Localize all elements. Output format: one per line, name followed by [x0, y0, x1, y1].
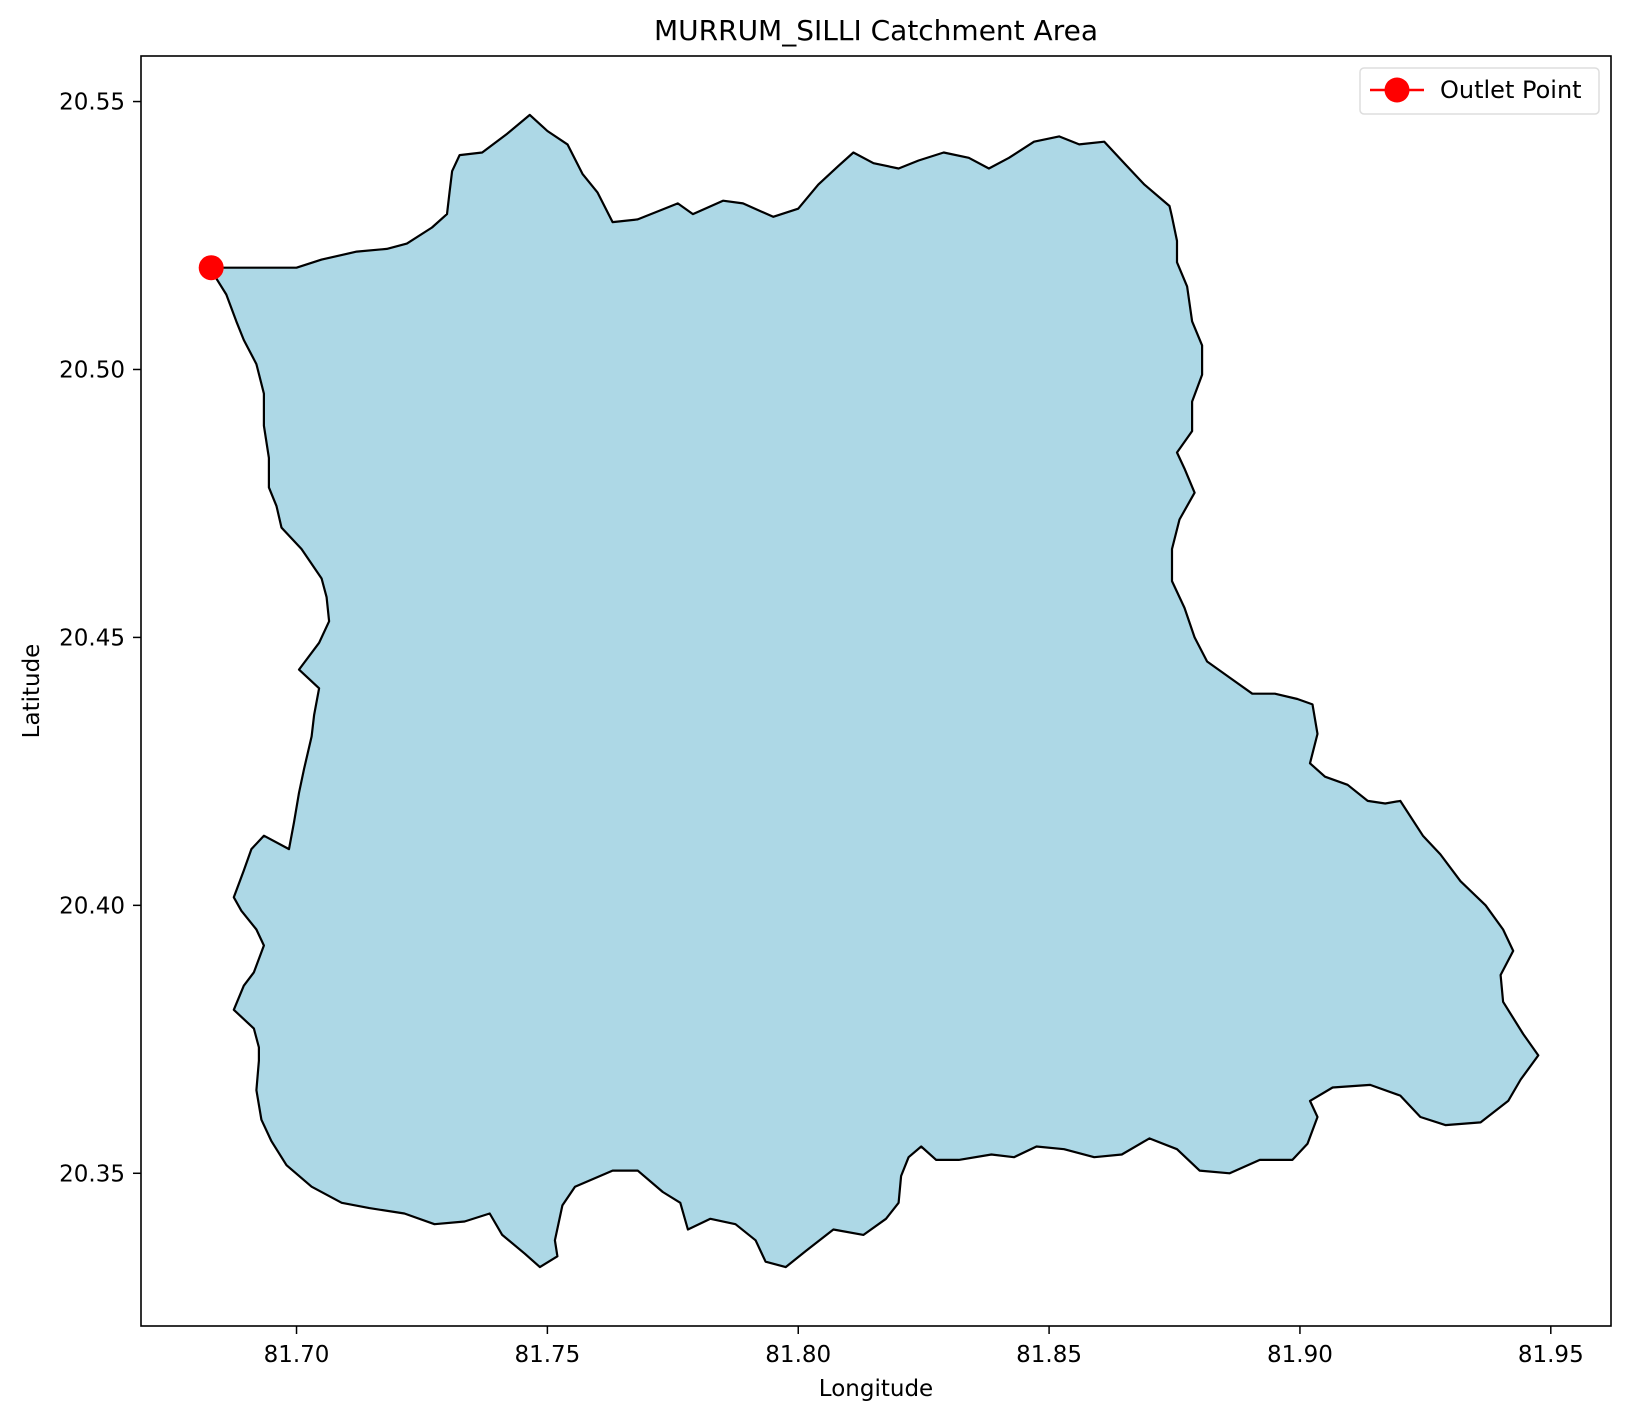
x-tick-label: 81.95: [1518, 1342, 1584, 1368]
y-axis-label: Latitude: [19, 644, 45, 739]
y-axis-ticks: 20.35 20.40 20.45 20.50 20.55: [59, 90, 141, 1187]
y-tick-label: 20.40: [59, 893, 125, 919]
plot-area: [210, 113, 1540, 1269]
x-tick-label: 81.75: [514, 1342, 580, 1368]
outlet-point-marker: [198, 255, 224, 281]
y-tick-label: 20.45: [59, 625, 125, 651]
outlet-layer: [198, 255, 224, 281]
legend-marker-swatch: [1384, 77, 1410, 103]
x-tick-label: 81.80: [765, 1342, 831, 1368]
legend-label-outlet-point: Outlet Point: [1440, 76, 1582, 104]
x-axis-ticks: 81.70 81.75 81.80 81.85 81.90 81.95: [264, 1326, 1584, 1368]
catchment-polygon: [210, 113, 1540, 1269]
y-tick-label: 20.55: [59, 90, 125, 116]
chart-title: MURRUM_SILLI Catchment Area: [654, 14, 1098, 47]
x-tick-label: 81.90: [1267, 1342, 1333, 1368]
legend: Outlet Point: [1359, 67, 1600, 115]
y-tick-label: 20.35: [59, 1161, 125, 1187]
x-axis-label: Longitude: [819, 1376, 933, 1402]
x-tick-label: 81.70: [264, 1342, 330, 1368]
x-tick-label: 81.85: [1016, 1342, 1082, 1368]
y-tick-label: 20.50: [59, 357, 125, 383]
axes-frame: [140, 55, 1612, 1327]
legend-box: [1359, 67, 1600, 115]
